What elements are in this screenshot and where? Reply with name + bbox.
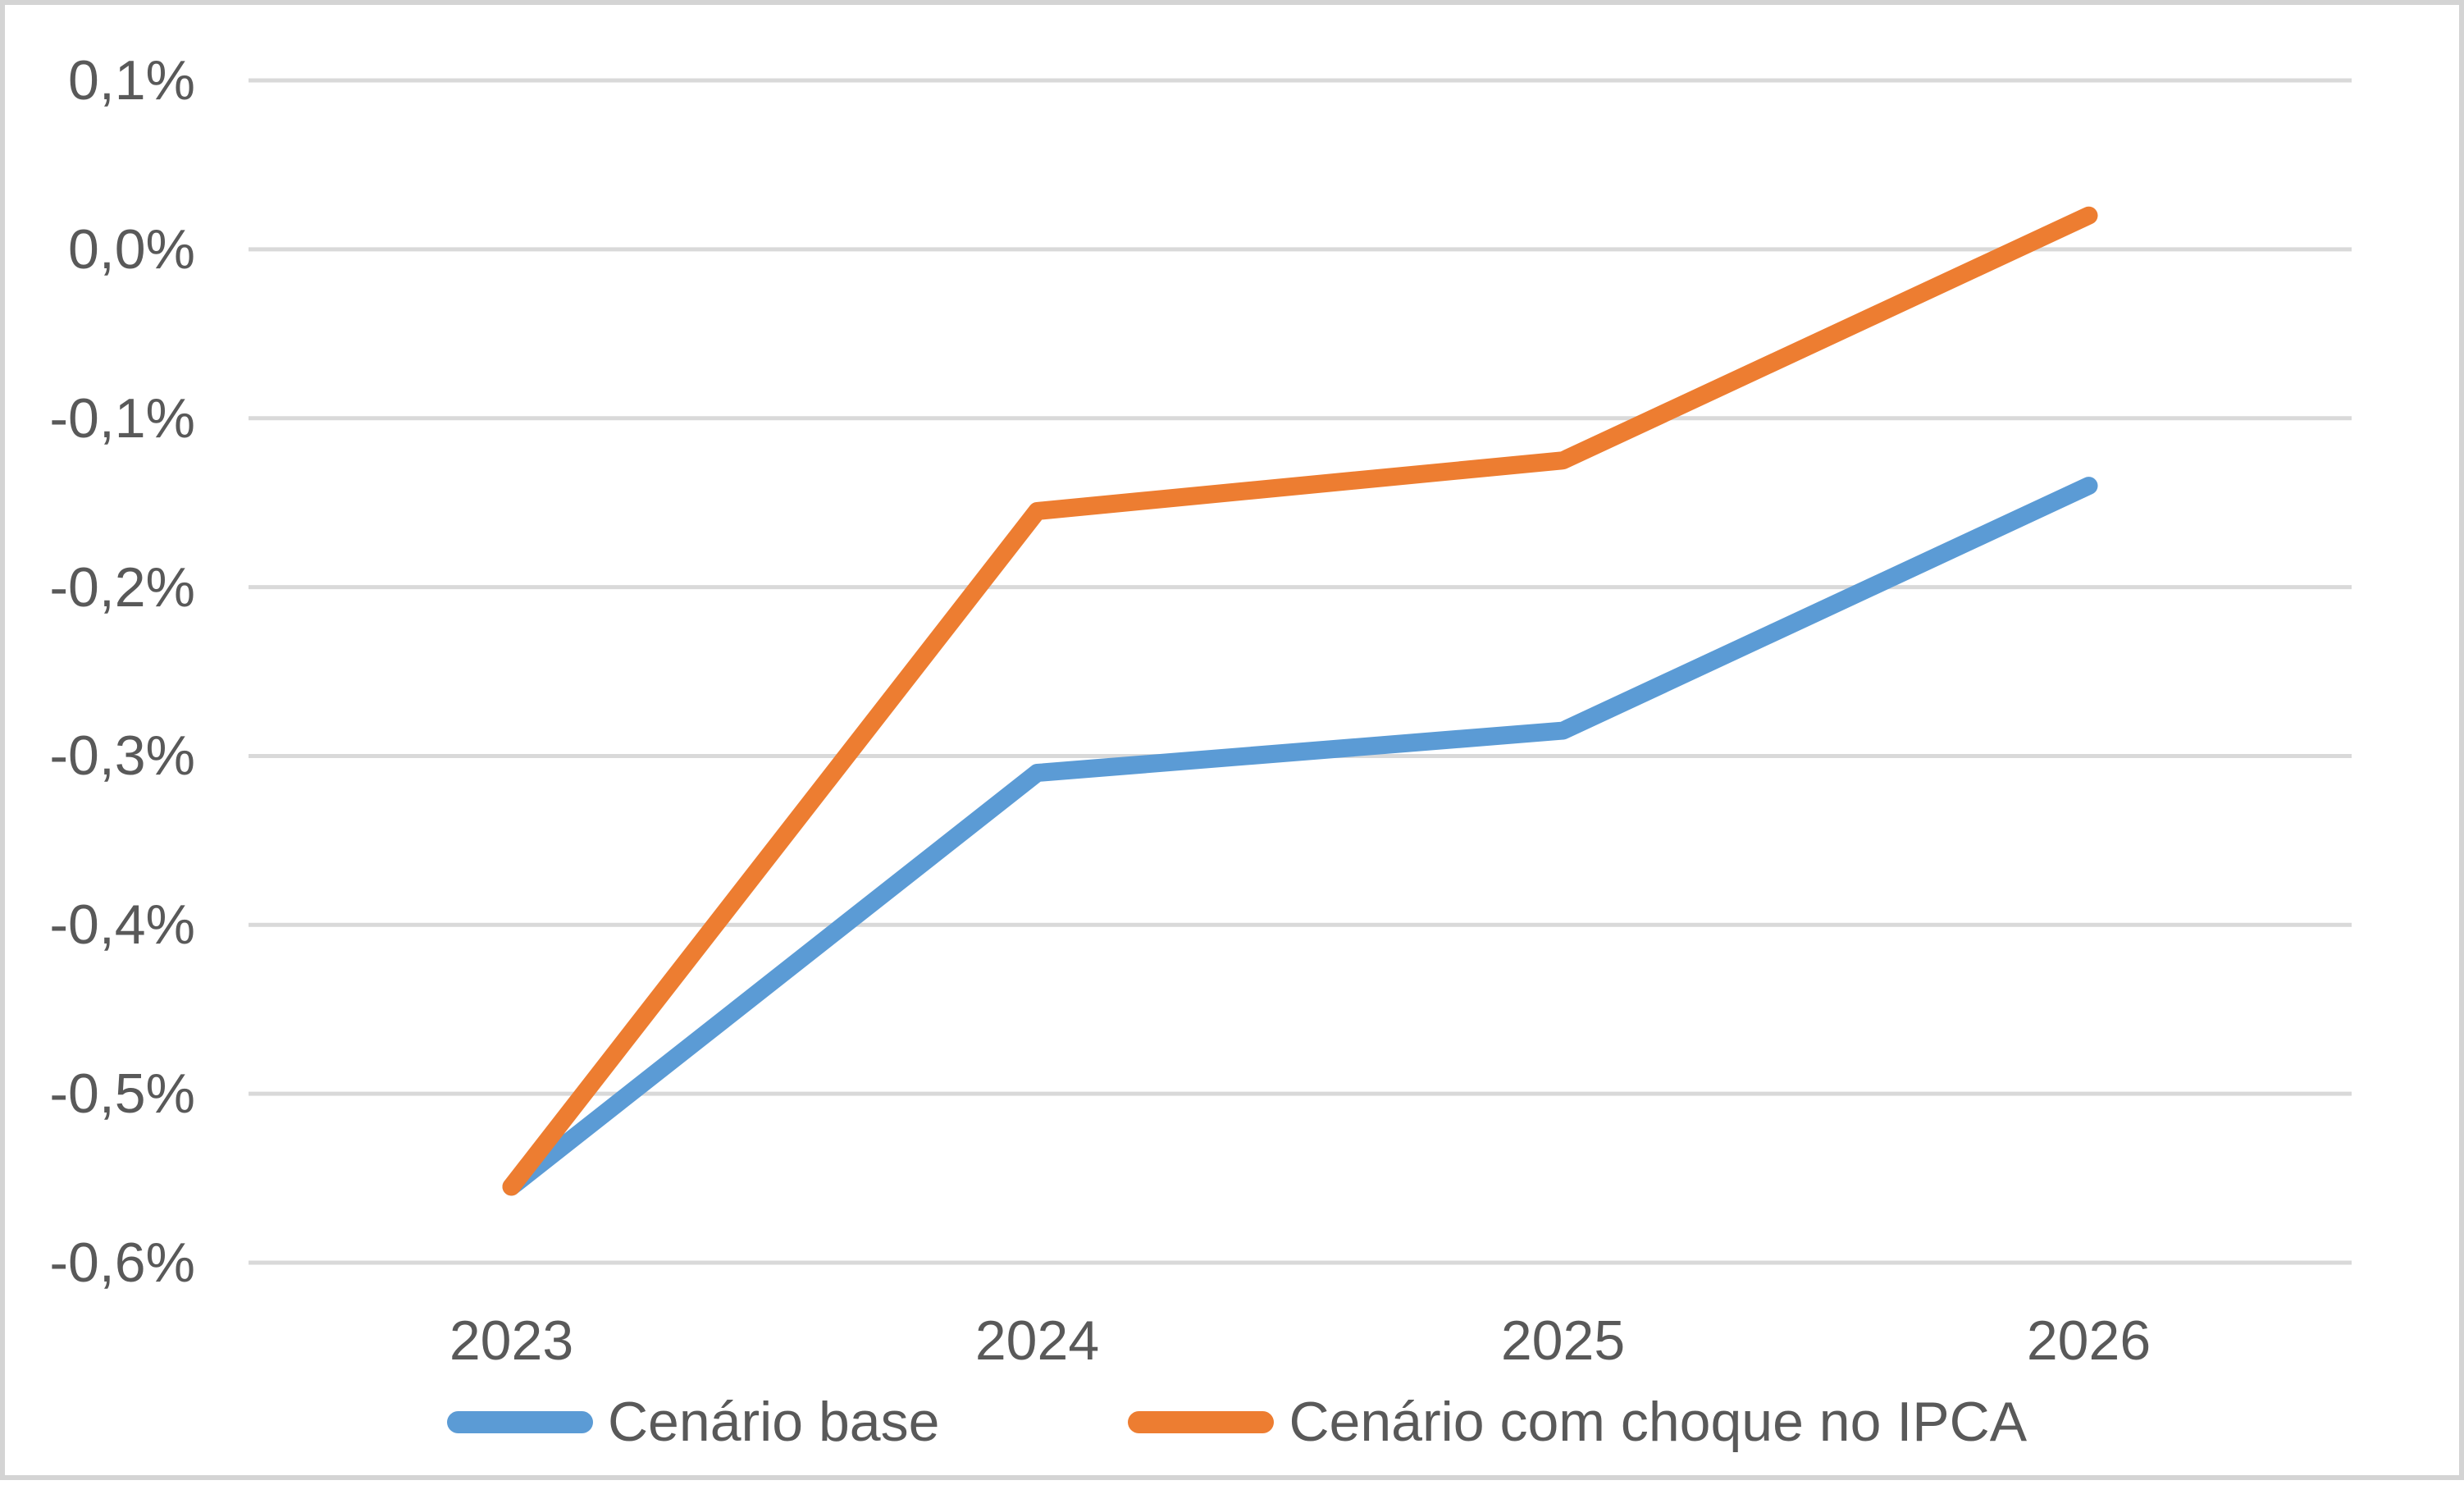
legend-label: Cenário base	[607, 1391, 940, 1453]
plot-area	[249, 78, 2352, 1265]
x-axis-tick-label: 2023	[449, 1309, 574, 1372]
y-axis-tick-label: 0,1%	[68, 49, 195, 112]
y-axis-tick-label: -0,5%	[49, 1062, 195, 1126]
legend-swatch	[1128, 1410, 1275, 1433]
x-axis-tick-label: 2024	[974, 1309, 1100, 1372]
legend-swatch	[446, 1410, 593, 1433]
series-line-cen-rio-com-choque-no-ipca	[502, 206, 2098, 1196]
legend-item: Cenário com choque no IPCA	[1128, 1390, 2027, 1454]
x-axis-tick-label: 2026	[2026, 1309, 2151, 1372]
legend-item: Cenário base	[446, 1390, 940, 1454]
legend-label: Cenário com choque no IPCA	[1289, 1391, 2028, 1453]
y-axis-tick-label: -0,3%	[49, 724, 195, 788]
y-axis-tick-label: -0,2%	[49, 555, 195, 619]
y-axis-tick-label: -0,4%	[49, 893, 195, 957]
series-line-cen-rio-base	[502, 477, 2098, 1196]
y-axis-tick-label: -0,1%	[49, 386, 195, 450]
y-axis-tick-label: 0,0%	[68, 217, 195, 281]
legend: Cenário base Cenário com choque no IPCA	[5, 1390, 2464, 1454]
x-axis-tick-label: 2025	[1500, 1309, 1626, 1372]
y-axis-tick-label: -0,6%	[49, 1231, 195, 1295]
